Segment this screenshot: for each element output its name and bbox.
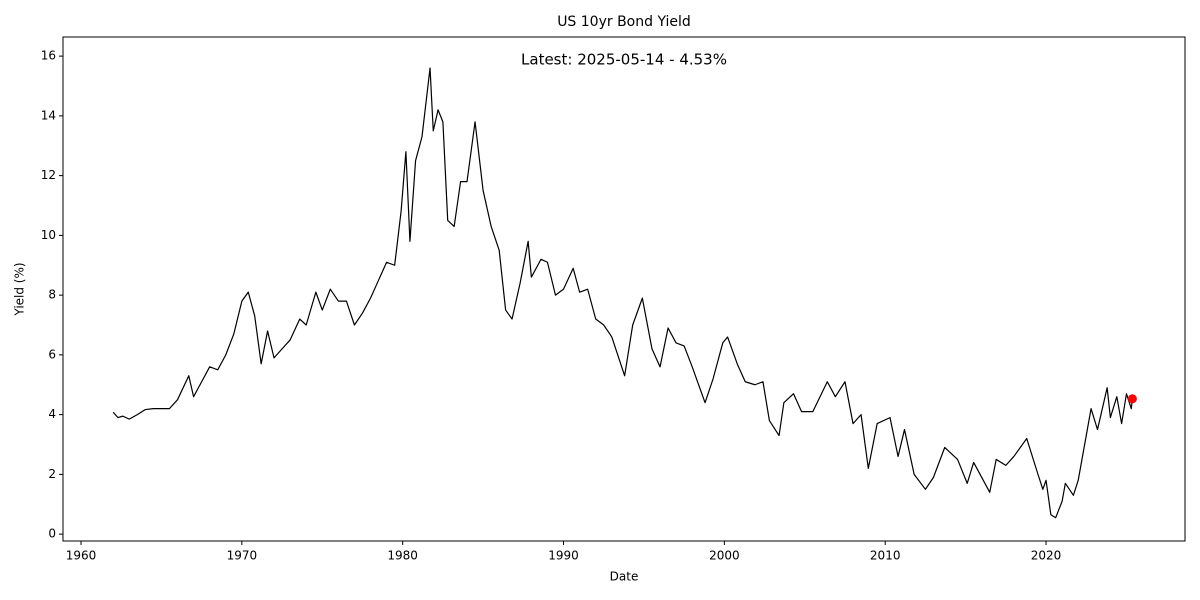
x-tick-label: 2000 xyxy=(709,549,740,563)
annotation: Latest: 2025-05-14 - 4.53% xyxy=(521,51,727,69)
y-axis-label: Yield (%) xyxy=(13,262,27,316)
chart-title: US 10yr Bond Yield xyxy=(557,14,691,30)
y-tick-label: 2 xyxy=(48,467,56,481)
x-axis-label: Date xyxy=(610,570,639,584)
y-tick-label: 8 xyxy=(48,288,56,302)
x-tick-label: 1980 xyxy=(387,549,418,563)
y-tick-label: 10 xyxy=(41,228,56,242)
x-tick-label: 2020 xyxy=(1031,549,1062,563)
x-tick-label: 1990 xyxy=(548,549,579,563)
y-tick-label: 0 xyxy=(48,527,56,541)
y-tick-label: 4 xyxy=(48,407,56,421)
y-tick-label: 12 xyxy=(41,168,56,182)
y-tick-label: 14 xyxy=(41,108,56,122)
x-tick-label: 1970 xyxy=(227,549,258,563)
y-tick-label: 16 xyxy=(41,49,56,63)
latest-point xyxy=(1127,394,1137,404)
y-tick-label: 6 xyxy=(48,347,56,361)
yield-line xyxy=(112,67,1134,519)
x-tick-label: 2010 xyxy=(870,549,901,563)
plot-frame xyxy=(62,36,1186,542)
x-tick-label: 1960 xyxy=(66,549,97,563)
